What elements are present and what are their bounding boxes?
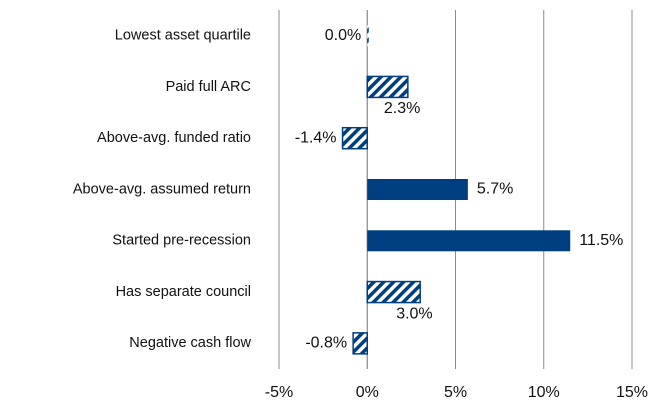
bar [341, 126, 369, 150]
bar [367, 25, 369, 47]
x-tick-label: 15% [616, 384, 648, 401]
x-tick-label: 0% [356, 384, 379, 401]
bar [366, 280, 421, 304]
category-label: Has separate council [116, 284, 251, 300]
bar [366, 75, 409, 99]
value-label: -1.4% [295, 129, 337, 146]
bar [367, 179, 468, 200]
value-label: 2.3% [384, 100, 420, 117]
bar [352, 332, 369, 355]
value-label: -0.8% [305, 335, 347, 352]
x-tick-label: 10% [528, 384, 560, 401]
x-tick-label: 5% [444, 384, 467, 401]
category-label: Started pre-recession [112, 233, 251, 249]
category-label: Paid full ARC [166, 79, 251, 95]
value-label: 3.0% [396, 305, 432, 322]
category-label: Negative cash flow [129, 335, 251, 351]
value-label: 11.5% [579, 232, 623, 249]
category-label: Above-avg. funded ratio [97, 130, 251, 146]
value-label: 0.0% [325, 27, 361, 44]
x-tick-label: -5% [265, 384, 293, 401]
bar [367, 230, 571, 252]
category-label: Above-avg. assumed return [73, 181, 251, 197]
value-label: 5.7% [477, 181, 513, 198]
category-label: Lowest asset quartile [115, 27, 251, 43]
